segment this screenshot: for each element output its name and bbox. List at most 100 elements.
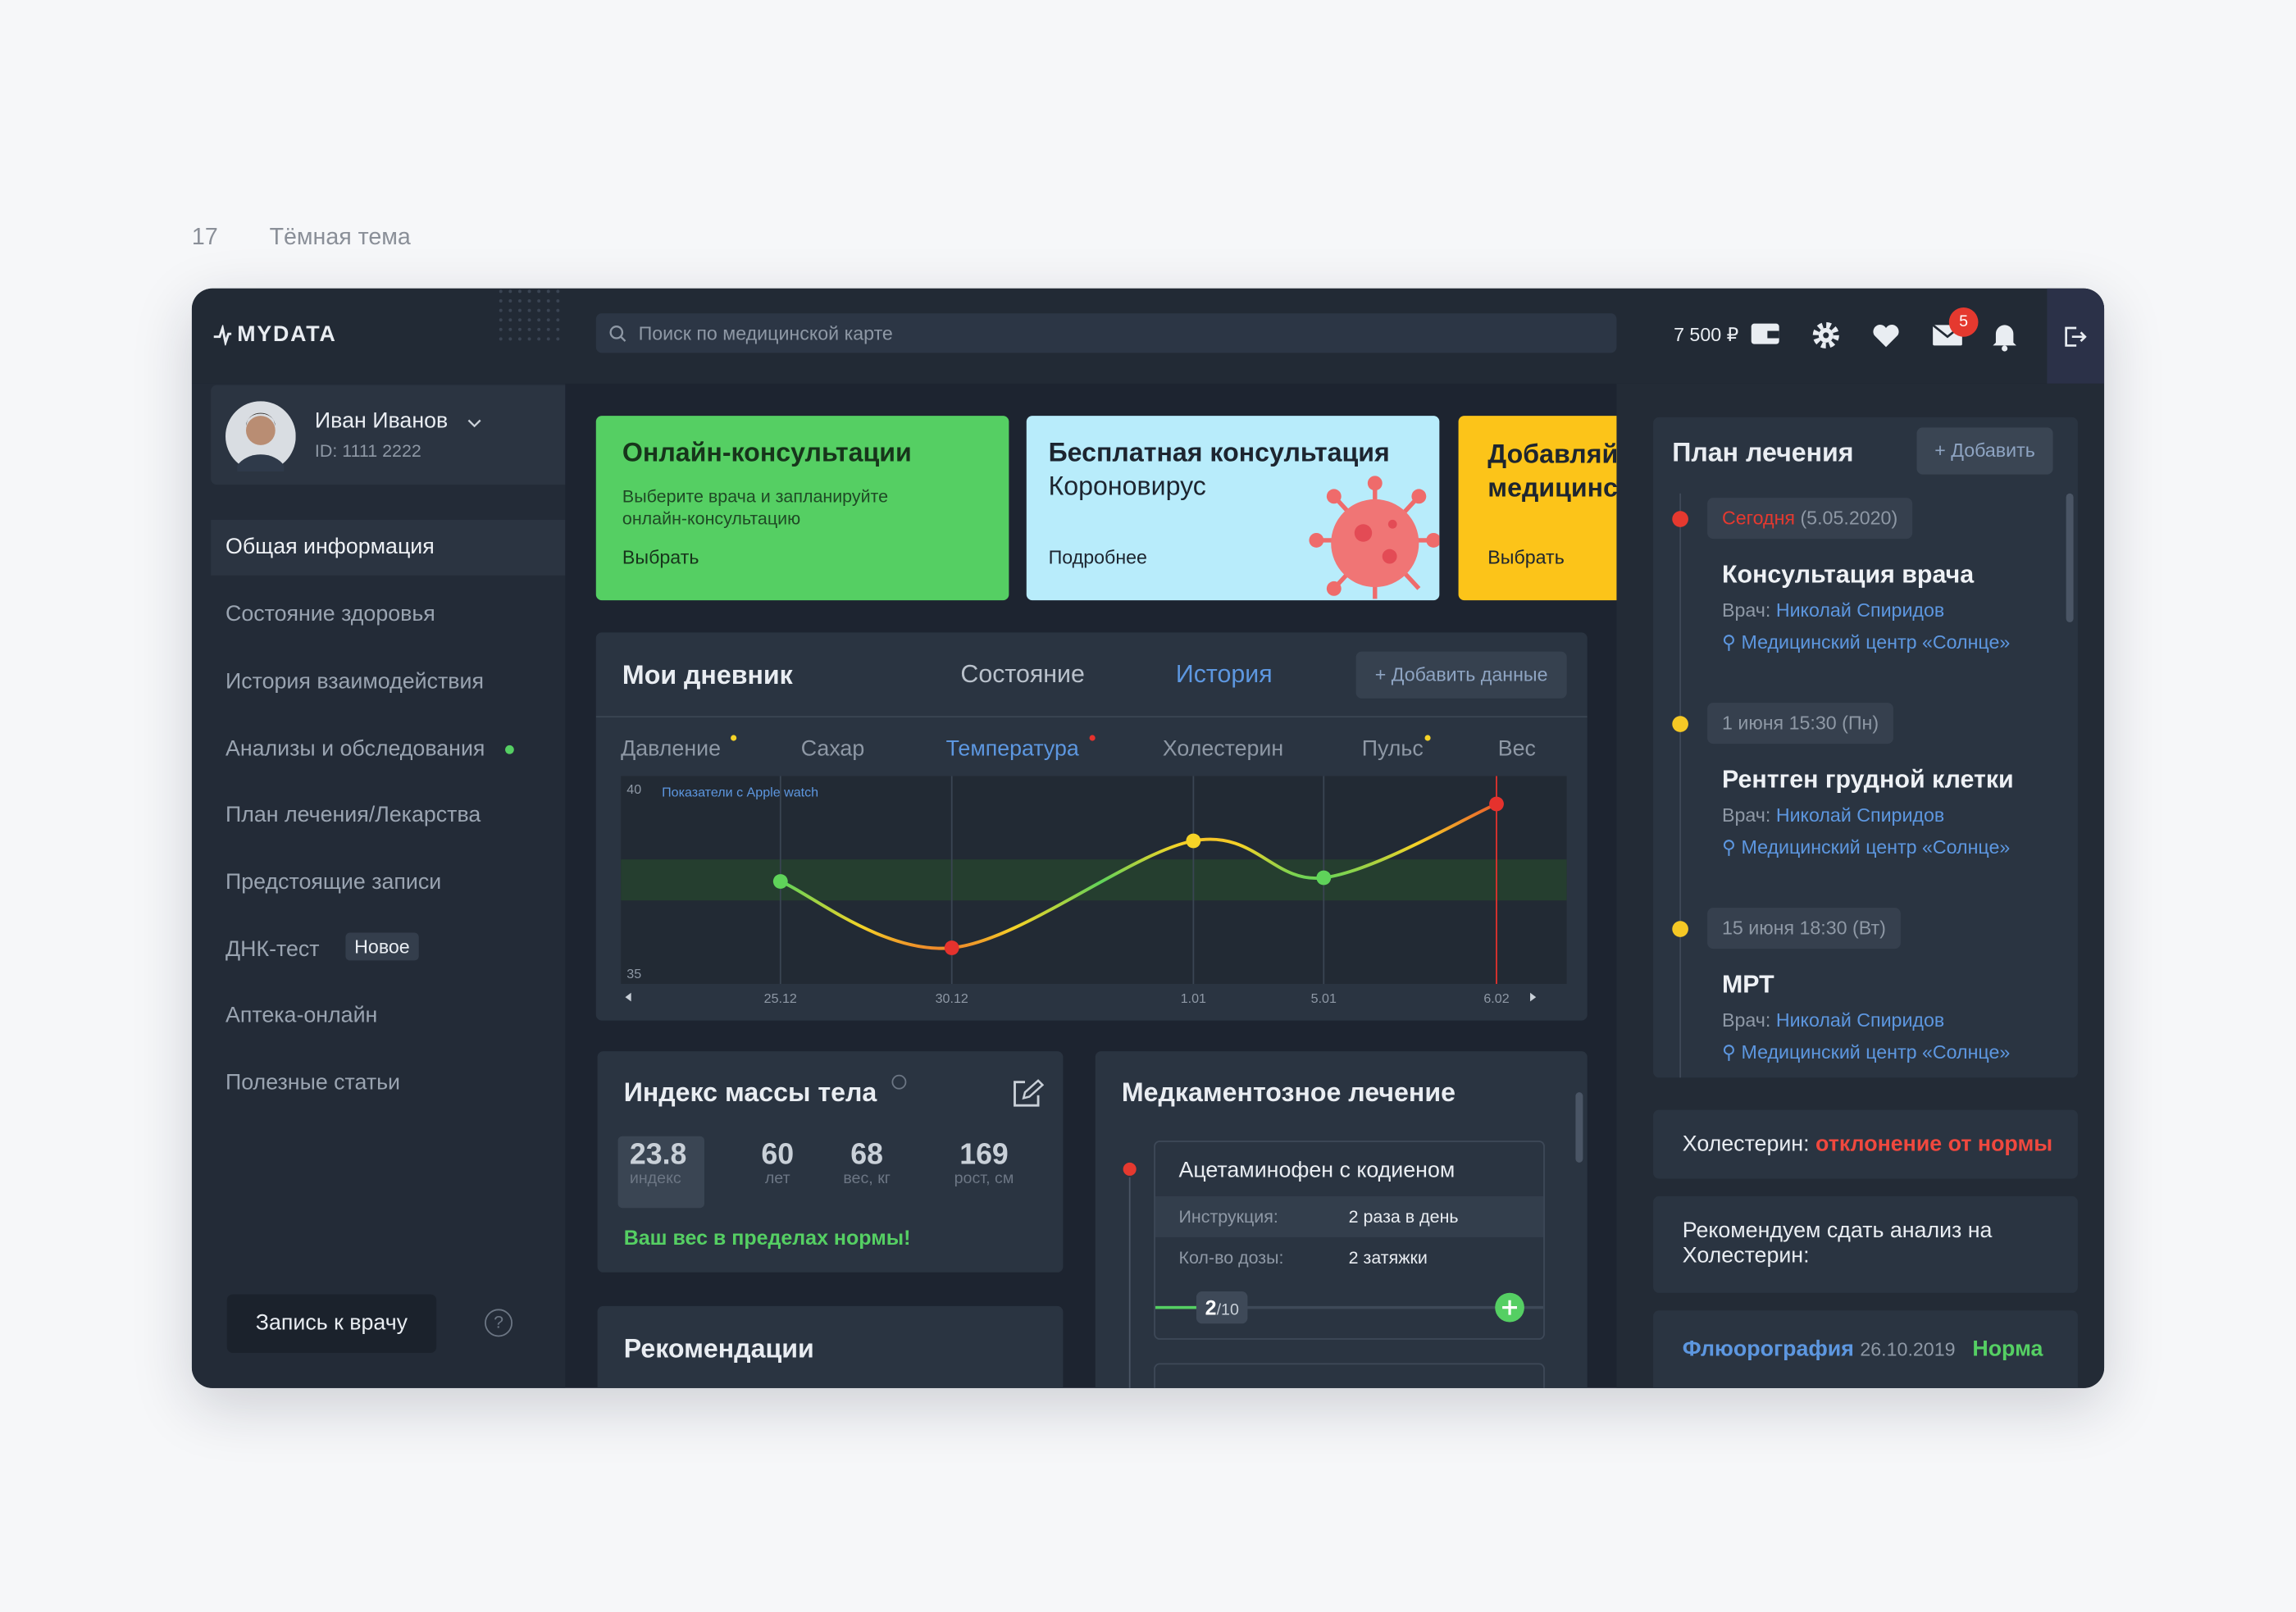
scrollbar[interactable]: [2066, 493, 2074, 622]
dot: [546, 318, 550, 322]
scrollbar[interactable]: [1575, 1092, 1583, 1163]
dot: [527, 289, 531, 294]
promo-title: Бесплатная консультация: [1048, 437, 1390, 467]
dot: [546, 298, 550, 303]
metric-tab[interactable]: Холестерин: [1162, 736, 1284, 762]
metric-tab[interactable]: Сахар: [800, 736, 865, 762]
help-button[interactable]: ?: [485, 1309, 512, 1337]
plan-add-button[interactable]: + Добавить: [1916, 427, 2053, 475]
dot: [499, 318, 503, 322]
fluoro-name: Флюорография: [1682, 1337, 1854, 1362]
bmi-label: индекс: [629, 1169, 681, 1188]
add-dose-button[interactable]: [1495, 1292, 1524, 1323]
doctor-name[interactable]: Николай Спиридов: [1775, 599, 1945, 622]
dot: [537, 298, 541, 303]
logout-icon: [2065, 326, 2087, 347]
nav-item[interactable]: Предстоящие записи: [225, 869, 442, 895]
plan-item-title: МРТ: [1721, 970, 1774, 999]
dot: [517, 308, 522, 312]
dot: [527, 318, 531, 322]
dot: [508, 298, 512, 303]
dots: [499, 289, 560, 341]
promo-link[interactable]: Выбрать: [1487, 546, 1565, 568]
promo-subtitle: Короновирус: [1048, 471, 1206, 501]
dot: [537, 318, 541, 322]
promo-link[interactable]: Выбрать: [622, 546, 699, 568]
doctor-label: Врач:: [1721, 804, 1771, 826]
plan-title: План лечения: [1672, 437, 1854, 467]
dot: [499, 327, 503, 331]
y-tick-label: 35: [626, 967, 641, 981]
add-data-button[interactable]: + Добавить данные: [1355, 651, 1567, 699]
diary-tab[interactable]: Состояние: [960, 660, 1085, 689]
appointment-button[interactable]: Запись к врачу: [226, 1294, 437, 1353]
data-point: [1489, 796, 1504, 812]
user-card[interactable]: Иван Иванов ID: 1111 2222: [211, 385, 566, 485]
plan-place[interactable]: ⚲ Медицинский центр «Солнце»: [1721, 1041, 2011, 1063]
fluoro-card[interactable]: Флюорография 26.10.2019 Норма: [1653, 1310, 2078, 1388]
nav-item[interactable]: Анализы и обследования: [225, 736, 485, 762]
doctor-name[interactable]: Николай Спиридов: [1775, 1009, 1945, 1031]
info-icon[interactable]: [891, 1074, 907, 1090]
metric-tab[interactable]: Температура: [945, 736, 1079, 762]
nav-item[interactable]: Аптека-онлайн: [225, 1003, 378, 1028]
data-point: [1316, 870, 1332, 886]
logo-icon: [213, 325, 232, 346]
plan-place[interactable]: ⚲ Медицинский центр «Солнце»: [1721, 631, 2011, 653]
fluoro-status: Норма: [1972, 1337, 2043, 1362]
promo-card[interactable]: Онлайн-консультации Выберите врача и зап…: [595, 416, 1009, 601]
x-tick-label: 6.02: [1483, 991, 1509, 1006]
settings-icon[interactable]: [1811, 321, 1841, 350]
x-tick-label: 30.12: [936, 991, 968, 1006]
logo[interactable]: MYDATA: [237, 321, 337, 348]
nav-item[interactable]: Общая информация: [225, 534, 435, 560]
dot: [517, 289, 522, 294]
wallet-icon[interactable]: [1750, 321, 1782, 347]
user-id: ID: 1111 2222: [314, 440, 421, 462]
logout[interactable]: [2047, 288, 2105, 384]
search[interactable]: Поиск по медицинской карте: [595, 313, 1617, 353]
dot: [499, 308, 503, 312]
timeline: [1679, 493, 1681, 1078]
recommendations-title: Рекомендации: [623, 1333, 814, 1364]
favorites-icon[interactable]: [1871, 324, 1901, 348]
nav-item[interactable]: Состояние здоровья: [225, 601, 435, 627]
dot: [537, 289, 541, 294]
edit-icon[interactable]: [1012, 1079, 1045, 1109]
avatar: [225, 401, 296, 471]
chevron: [467, 419, 481, 428]
user-name: Иван Иванов: [314, 408, 449, 434]
dot: [546, 308, 550, 312]
metric-tab[interactable]: Вес: [1497, 736, 1536, 762]
plan-doctor: Врач: Николай Спиридов: [1722, 1009, 1944, 1031]
y-tick-label: 40: [626, 782, 641, 797]
nav-item[interactable]: Полезные статьи: [225, 1070, 401, 1095]
metric-tab[interactable]: Пульс: [1361, 736, 1424, 762]
doctor-label: Врач:: [1721, 599, 1771, 622]
plan-item-title: Рентген грудной клетки: [1721, 765, 2014, 794]
recommend-card[interactable]: Рекомендуем сдать анализ на Холестерин:: [1653, 1195, 2078, 1293]
plan-doctor: Врач: Николай Спиридов: [1722, 599, 1944, 621]
promo-link[interactable]: Подробнее: [1048, 546, 1147, 568]
timeline-dot: [1672, 921, 1688, 937]
promo-card[interactable]: Добавляйте медицинские Выбрать: [1458, 416, 1634, 601]
metric-tab[interactable]: Давление: [621, 736, 721, 762]
timeline: [1128, 1162, 1131, 1388]
recommendations-card: Рекомендации: [597, 1305, 1064, 1388]
nav-item[interactable]: План лечения/Лекарства: [225, 802, 481, 827]
row-value: 2 раза в день: [1348, 1206, 1459, 1227]
alert-label: Холестерин:: [1682, 1132, 1810, 1157]
nav-item[interactable]: ДНК-тест: [225, 936, 320, 963]
promo-text: Выберите врача и запланируйте онлайн-кон…: [622, 485, 889, 529]
bmi-value: 60: [761, 1139, 795, 1172]
promo-card[interactable]: Бесплатная консультация Короновирус Подр…: [1026, 416, 1440, 601]
row-label: Кол-во дозы:: [1178, 1247, 1284, 1268]
x-tick-label: 5.01: [1311, 991, 1337, 1006]
nav-item[interactable]: История взаимодействия: [225, 669, 484, 694]
cholesterol-alert[interactable]: Холестерин: отклонение от нормы: [1653, 1109, 2078, 1179]
plan-place[interactable]: ⚲ Медицинский центр «Солнце»: [1721, 836, 2011, 858]
bmi-value: 23.8: [629, 1139, 687, 1172]
bell-icon[interactable]: [1992, 322, 2018, 352]
doctor-name[interactable]: Николай Спиридов: [1775, 804, 1945, 826]
diary-tab[interactable]: История: [1175, 660, 1273, 689]
